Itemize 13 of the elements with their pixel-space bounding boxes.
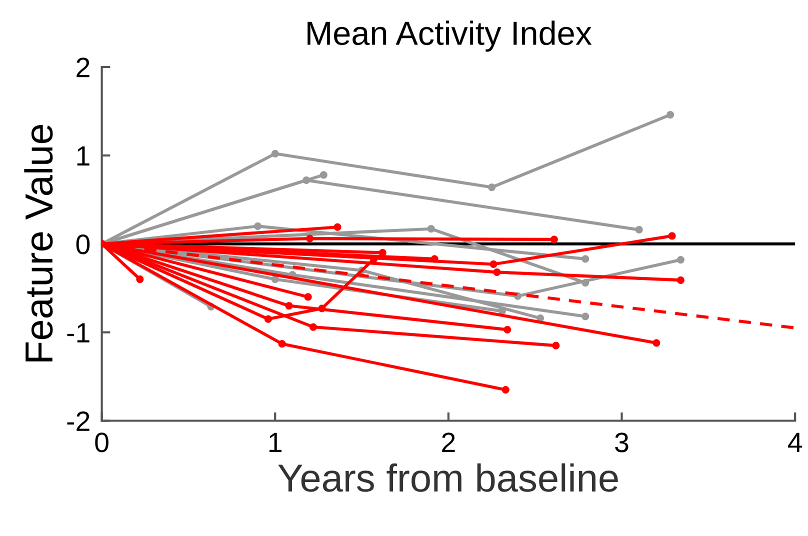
x-tick-label: 1	[270, 432, 282, 452]
y-tick-label: -1	[67, 323, 90, 342]
y-tick-label: 2	[76, 58, 90, 78]
y-tick-label: 1	[77, 146, 90, 166]
x-axis-title: Years from baseline	[278, 463, 618, 492]
x-tick-label: 4	[788, 432, 802, 452]
x-tick-label: 3	[615, 432, 628, 452]
y-axis-title: Feature Value	[24, 124, 53, 362]
x-tick-label: 0	[95, 432, 108, 452]
y-tick-label: -2	[67, 411, 90, 431]
x-tick-label: 2	[442, 432, 455, 452]
y-tick-label: 0	[76, 234, 90, 254]
chart-title: Mean Activity Index	[308, 20, 592, 52]
